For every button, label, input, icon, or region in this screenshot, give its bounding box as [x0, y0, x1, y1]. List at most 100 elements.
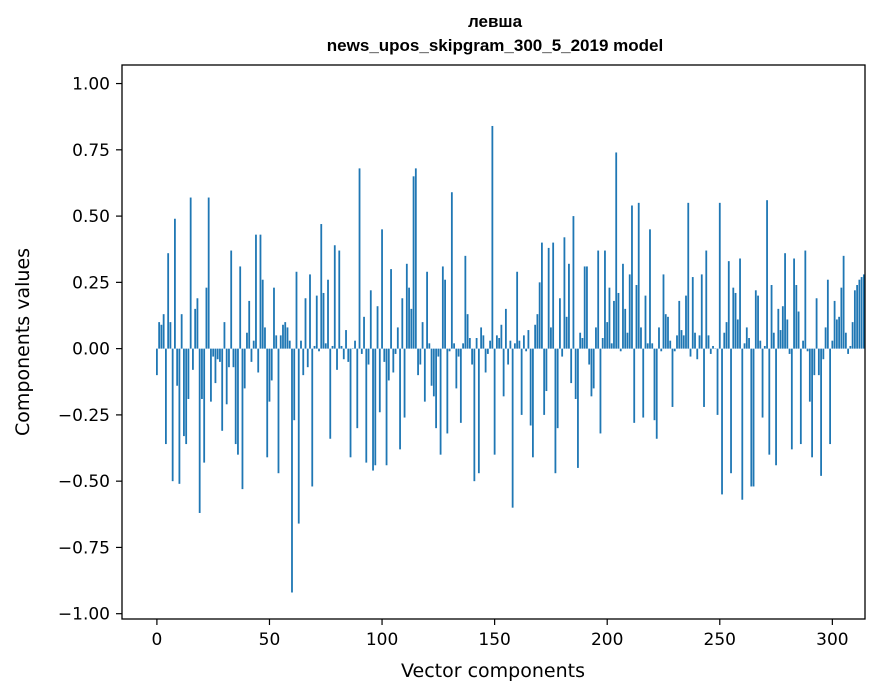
bar	[495, 335, 498, 349]
bar	[790, 348, 793, 450]
bar	[426, 271, 428, 349]
bar	[171, 348, 174, 482]
bar	[784, 253, 786, 349]
bar	[360, 348, 363, 354]
bar	[815, 298, 818, 349]
x-tick-label: 50	[259, 630, 281, 650]
bar	[484, 348, 487, 373]
bar	[234, 348, 237, 445]
bar	[475, 338, 478, 349]
bar	[847, 348, 850, 354]
bar	[498, 338, 501, 349]
bar	[617, 292, 620, 349]
bar	[721, 348, 723, 495]
bar	[311, 348, 314, 487]
bar	[851, 322, 854, 349]
bar	[189, 197, 192, 349]
bar	[772, 332, 775, 349]
bar	[183, 348, 185, 437]
bar	[597, 250, 600, 349]
bar	[192, 348, 194, 370]
bar	[428, 343, 431, 349]
bar	[279, 335, 282, 349]
bar	[284, 322, 287, 349]
bar	[577, 348, 579, 468]
bar	[203, 348, 206, 463]
bar	[813, 348, 816, 376]
bar	[838, 316, 841, 349]
bar	[734, 292, 737, 349]
bar	[403, 348, 406, 418]
bar	[291, 348, 293, 593]
bar	[419, 348, 422, 365]
bar	[444, 279, 446, 349]
bar	[682, 335, 685, 349]
bar	[802, 340, 804, 349]
bar	[376, 306, 379, 349]
y-tick-label: −0.75	[58, 538, 110, 558]
bar	[777, 308, 780, 349]
bar	[491, 125, 494, 349]
bar	[513, 343, 516, 349]
bar	[541, 242, 543, 349]
bar	[345, 330, 347, 349]
bar	[554, 348, 557, 474]
bar	[162, 314, 165, 349]
bar	[545, 348, 548, 392]
bar	[223, 322, 226, 349]
bar	[631, 205, 633, 349]
bar	[628, 274, 631, 349]
bar	[687, 202, 690, 349]
bar	[176, 348, 179, 386]
y-tick-label: −1.00	[58, 605, 110, 625]
bar	[210, 348, 212, 402]
bar	[808, 348, 811, 402]
bar	[369, 290, 372, 349]
bar	[500, 324, 503, 349]
bar	[667, 316, 669, 349]
bar	[543, 348, 546, 415]
bar	[651, 343, 654, 349]
bar	[743, 343, 746, 349]
bar	[304, 298, 307, 349]
bar	[698, 335, 701, 349]
bar	[288, 340, 291, 349]
bar	[270, 348, 273, 381]
bar	[685, 295, 687, 349]
bar	[520, 348, 523, 415]
bar	[671, 348, 674, 407]
y-axis-ticks: 1.00 0.75 0.50 0.25 0.00 −0.25 −0.50 −0.75 −1.00	[58, 75, 122, 625]
bar	[450, 192, 453, 349]
bar	[259, 234, 262, 349]
bar	[527, 330, 530, 349]
bar	[849, 345, 852, 349]
bar	[248, 300, 251, 349]
bar	[185, 348, 188, 445]
bar	[408, 287, 410, 349]
bar	[768, 348, 771, 455]
bar	[705, 250, 708, 349]
bar	[707, 335, 710, 349]
bar	[385, 348, 388, 466]
bar	[748, 338, 750, 349]
bar	[842, 255, 845, 349]
bar	[570, 348, 573, 384]
bar	[489, 340, 492, 349]
bar	[196, 298, 199, 349]
bar	[745, 327, 748, 349]
bar	[716, 348, 719, 415]
bar	[761, 348, 764, 418]
bar	[561, 348, 564, 357]
bar	[709, 348, 712, 354]
bar	[664, 314, 667, 349]
bar	[358, 168, 361, 349]
bar	[455, 348, 458, 389]
bar	[439, 348, 442, 455]
bar	[653, 348, 656, 421]
bar	[338, 250, 341, 349]
x-tick-label: 100	[366, 630, 398, 650]
bar	[606, 322, 609, 349]
bar	[392, 348, 395, 373]
bar	[468, 338, 471, 349]
